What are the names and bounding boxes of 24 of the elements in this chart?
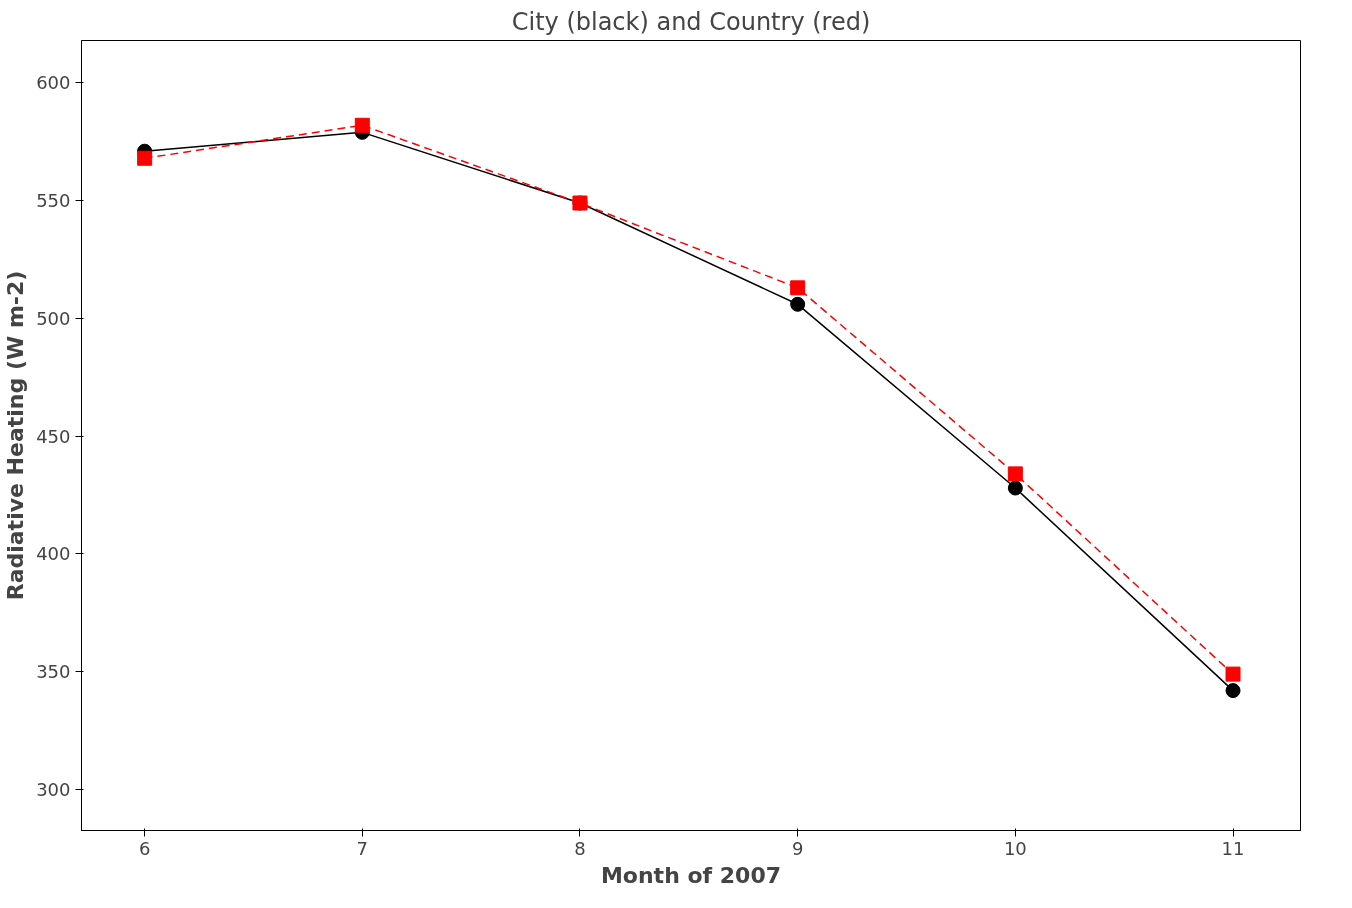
y-axis-title: Radiative Heating (W m-2) (3, 270, 29, 601)
y-tick-label: 550 (36, 190, 71, 212)
y-tick-label: 350 (36, 661, 71, 683)
point (790, 296, 806, 312)
point (354, 117, 370, 133)
x-tick-label: 9 (791, 837, 804, 859)
y-tick-label: 450 (36, 425, 71, 447)
y-tick-label: 500 (36, 307, 71, 329)
y-tick-label: 300 (36, 779, 71, 801)
chart-title: City (black) and Country (red) (511, 7, 871, 36)
point (1225, 683, 1241, 699)
point (1007, 480, 1023, 496)
x-axis-title: Month of 2007 (600, 862, 782, 888)
x-tick-label: 8 (574, 837, 586, 859)
x-tick-label: 10 (1003, 837, 1027, 859)
y-tick-label: 600 (36, 72, 71, 94)
y-tick-label: 400 (36, 543, 71, 565)
x-tick-label: 7 (356, 837, 369, 859)
point (1225, 666, 1241, 682)
point (1007, 466, 1023, 482)
point (790, 280, 806, 296)
x-tick-label: 6 (138, 837, 151, 859)
x-tick-label: 11 (1221, 837, 1245, 859)
point (137, 150, 153, 166)
